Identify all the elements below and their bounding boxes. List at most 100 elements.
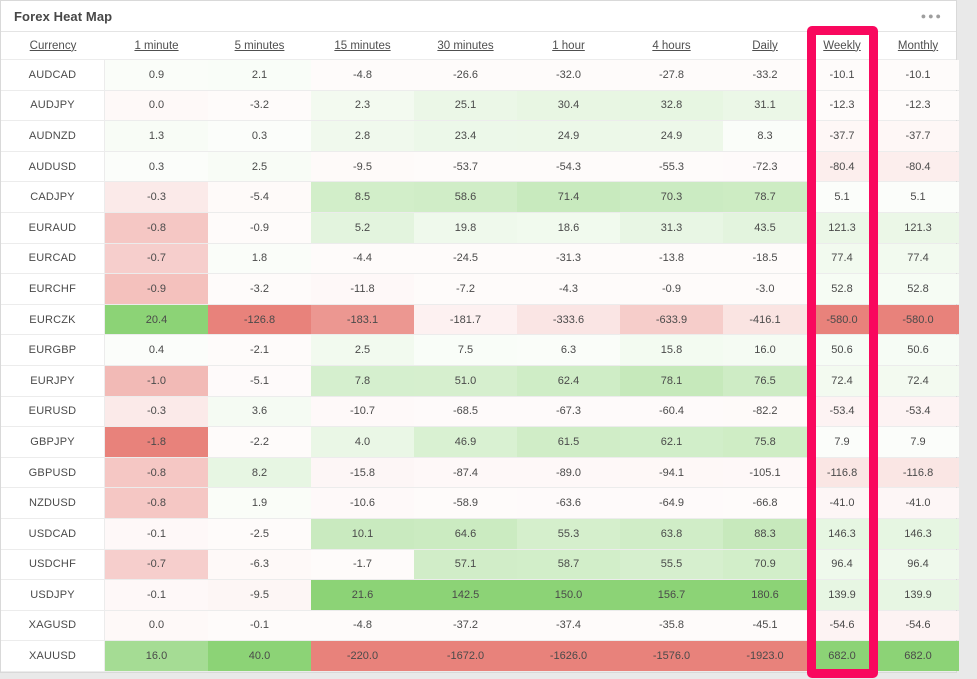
- currency-pair-label: USDCAD: [1, 518, 105, 549]
- heatmap-cell: 180.6: [723, 580, 807, 610]
- heatmap-cell: -24.5: [414, 243, 517, 274]
- heatmap-cell: -6.3: [208, 549, 311, 580]
- heatmap-cell: 7.5: [414, 335, 517, 365]
- heatmap-cell: -0.9: [105, 274, 208, 304]
- heatmap-cell: 4.0: [311, 427, 414, 457]
- column-header-1-hour[interactable]: 1 hour: [552, 39, 585, 52]
- heatmap-cell: -89.0: [517, 457, 620, 488]
- currency-pair-label: GBPUSD: [1, 457, 105, 488]
- heatmap-cell: -1626.0: [517, 641, 620, 671]
- heatmap-cell: -33.2: [723, 60, 807, 90]
- heatmap-cell: -35.8: [620, 610, 723, 641]
- heatmap-cell: 75.8: [723, 427, 807, 457]
- heatmap-cell: -54.3: [517, 151, 620, 182]
- heatmap-cell: -58.9: [414, 488, 517, 518]
- heatmap-cell: -633.9: [620, 304, 723, 335]
- heatmap-cell: 52.8: [877, 274, 959, 304]
- heatmap-cell: 64.6: [414, 518, 517, 549]
- heatmap-cell: -2.1: [208, 335, 311, 365]
- heatmap-cell: -5.1: [208, 365, 311, 396]
- heatmap-cell: 0.4: [105, 335, 208, 365]
- heatmap-cell: -53.7: [414, 151, 517, 182]
- widget-titlebar: Forex Heat Map ●●●: [1, 1, 956, 32]
- heatmap-cell: 24.9: [620, 121, 723, 151]
- heatmap-cell: 50.6: [877, 335, 959, 365]
- heatmap-cell: -41.0: [877, 488, 959, 518]
- heatmap-cell: -13.8: [620, 243, 723, 274]
- heatmap-cell: 2.5: [311, 335, 414, 365]
- heatmap-cell: -0.8: [105, 212, 208, 243]
- heatmap-cell: -10.6: [311, 488, 414, 518]
- column-header-30-minutes[interactable]: 30 minutes: [437, 39, 494, 52]
- heatmap-cell: 682.0: [807, 641, 877, 671]
- heatmap-cell: -0.7: [105, 243, 208, 274]
- column-header-daily[interactable]: Daily: [752, 39, 778, 52]
- heatmap-cell: 31.3: [620, 212, 723, 243]
- heatmap-cell: -27.8: [620, 60, 723, 90]
- heatmap-cell: -37.7: [807, 121, 877, 151]
- heatmap-cell: 18.6: [517, 212, 620, 243]
- currency-pair-label: XAGUSD: [1, 610, 105, 641]
- currency-pair-label: USDCHF: [1, 549, 105, 580]
- column-header-15-minutes[interactable]: 15 minutes: [334, 39, 391, 52]
- heatmap-cell: 5.1: [877, 182, 959, 212]
- heatmap-cell: -12.3: [877, 90, 959, 121]
- column-header-currency[interactable]: Currency: [29, 39, 77, 52]
- currency-pair-label: EURCAD: [1, 243, 105, 274]
- heatmap-cell: -9.5: [311, 151, 414, 182]
- currency-pair-label: EURCZK: [1, 304, 105, 335]
- heatmap-cell: -0.8: [105, 457, 208, 488]
- heatmap-cell: -0.9: [620, 274, 723, 304]
- forex-heat-map-widget: Forex Heat Map ●●● Currency 1 minute 5 min…: [0, 0, 959, 673]
- heatmap-cell: -72.3: [723, 151, 807, 182]
- heatmap-cell: 40.0: [208, 641, 311, 671]
- heatmap-cell: -1.7: [311, 549, 414, 580]
- column-header-weekly[interactable]: Weekly: [823, 39, 861, 52]
- heatmap-cell: -80.4: [877, 151, 959, 182]
- heatmap-cell: -10.1: [877, 60, 959, 90]
- heatmap-cell: -10.7: [311, 396, 414, 427]
- heatmap-cell: 88.3: [723, 518, 807, 549]
- heatmap-cell: -580.0: [877, 304, 959, 335]
- heatmap-cell: 78.1: [620, 365, 723, 396]
- heatmap-cell: -0.8: [105, 488, 208, 518]
- heatmap-cell: 0.3: [105, 151, 208, 182]
- currency-pair-label: EURGBP: [1, 335, 105, 365]
- heatmap-cell: -4.8: [311, 610, 414, 641]
- column-header-1-minute[interactable]: 1 minute: [134, 39, 179, 52]
- currency-pair-label: CADJPY: [1, 182, 105, 212]
- heatmap-cell: -0.3: [105, 182, 208, 212]
- heatmap-cell: -0.1: [105, 518, 208, 549]
- table-row: XAUUSD 16.0 40.0 -220.0 -1672.0 -1626.0 -1576.…: [1, 641, 959, 672]
- heatmap-cell: 70.3: [620, 182, 723, 212]
- heatmap-cell: 142.5: [414, 580, 517, 610]
- heatmap-cell: 72.4: [877, 365, 959, 396]
- heatmap-cell: 10.1: [311, 518, 414, 549]
- heatmap-cell: -116.8: [807, 457, 877, 488]
- heatmap-cell: 7.9: [877, 427, 959, 457]
- heatmap-cell: -94.1: [620, 457, 723, 488]
- heatmap-cell: 76.5: [723, 365, 807, 396]
- heatmap-cell: 23.4: [414, 121, 517, 151]
- table-body: AUDCAD 0.9 2.1 -4.8 -26.6 -32.0 -27.8 -33.2 -10.…: [1, 60, 959, 672]
- heatmap-cell: -1923.0: [723, 641, 807, 671]
- heatmap-cell: 58.7: [517, 549, 620, 580]
- heatmap-cell: -9.5: [208, 580, 311, 610]
- heatmap-cell: -55.3: [620, 151, 723, 182]
- heatmap-cell: 96.4: [807, 549, 877, 580]
- heatmap-cell: 78.7: [723, 182, 807, 212]
- heatmap-cell: -87.4: [414, 457, 517, 488]
- column-header-4-hours[interactable]: 4 hours: [652, 39, 691, 52]
- column-header-monthly[interactable]: Monthly: [897, 39, 939, 52]
- more-options-icon[interactable]: ●●●: [920, 10, 943, 21]
- column-header-5-minutes[interactable]: 5 minutes: [234, 39, 285, 52]
- heatmap-cell: 51.0: [414, 365, 517, 396]
- heatmap-cell: 20.4: [105, 304, 208, 335]
- heatmap-cell: 3.6: [208, 396, 311, 427]
- heatmap-cell: 146.3: [877, 518, 959, 549]
- heatmap-cell: 77.4: [807, 243, 877, 274]
- heatmap-cell: -416.1: [723, 304, 807, 335]
- table-row: XAGUSD 0.0 -0.1 -4.8 -37.2 -37.4 -35.8 -45.1 -54…: [1, 610, 959, 642]
- heatmap-cell: 2.3: [311, 90, 414, 121]
- heatmap-cell: -580.0: [807, 304, 877, 335]
